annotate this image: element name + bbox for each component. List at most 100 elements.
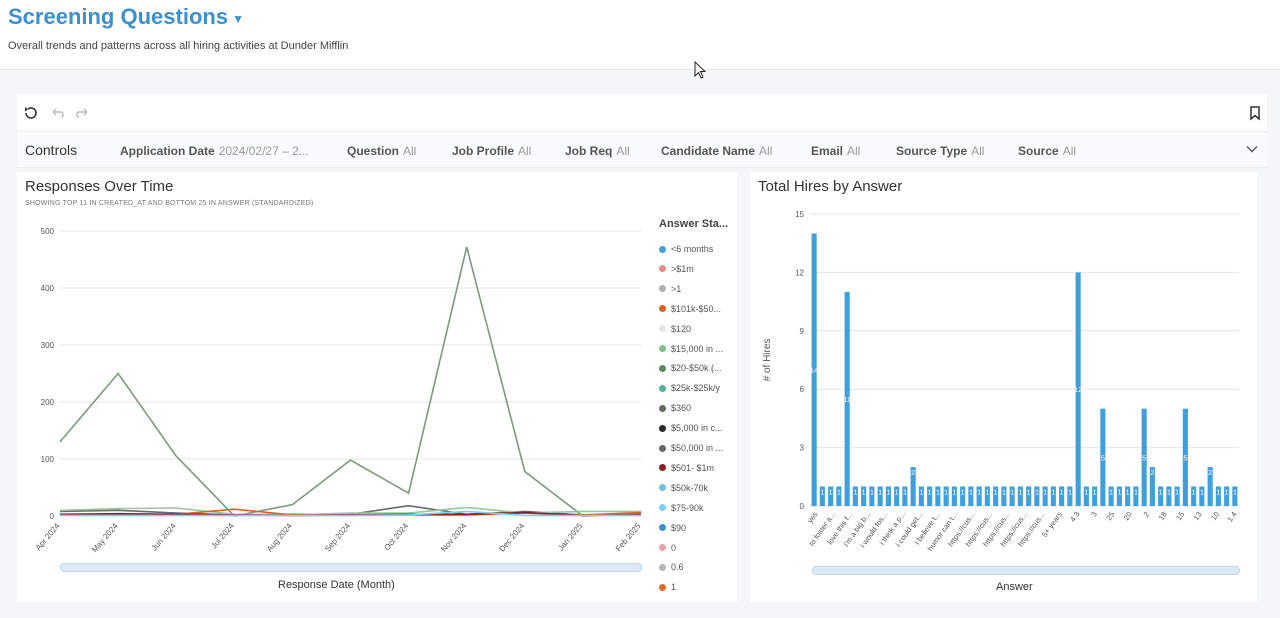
bar[interactable]: [1174, 486, 1180, 507]
legend-item[interactable]: $15,000 in ...: [659, 344, 723, 354]
bar[interactable]: [1116, 486, 1122, 507]
bar[interactable]: [861, 486, 867, 507]
bar[interactable]: [1224, 486, 1230, 507]
bar[interactable]: [1083, 486, 1089, 507]
legend-item[interactable]: $20-$50k (...: [659, 363, 722, 373]
bar[interactable]: [993, 486, 999, 507]
bar[interactable]: [819, 486, 825, 507]
chevron-down-icon[interactable]: [1245, 142, 1259, 156]
page-title[interactable]: Screening Questions ▼: [8, 4, 244, 30]
bar-chart-scrollbar[interactable]: [812, 566, 1240, 575]
filter-source-type[interactable]: Source Type All: [896, 144, 985, 158]
filter-job-req[interactable]: Job Req All: [565, 144, 630, 158]
bar[interactable]: [1050, 486, 1056, 507]
legend-item[interactable]: >$1m: [659, 264, 694, 274]
bar[interactable]: [902, 486, 908, 507]
bar[interactable]: [1149, 467, 1155, 506]
bar[interactable]: [1075, 272, 1081, 506]
bar[interactable]: [1059, 486, 1065, 507]
series-line[interactable]: [59, 246, 642, 517]
legend-item[interactable]: $101k-$50...: [659, 304, 721, 314]
bar[interactable]: [1215, 486, 1221, 507]
filter-candidate-name[interactable]: Candidate Name All: [661, 144, 773, 158]
bar[interactable]: [828, 486, 834, 507]
legend-item[interactable]: $501- $1m: [659, 463, 714, 473]
reset-icon[interactable]: [23, 105, 39, 121]
filter-question[interactable]: Question All: [347, 144, 417, 158]
bar[interactable]: [1034, 486, 1040, 507]
bar[interactable]: [951, 486, 957, 507]
legend-item[interactable]: >1: [659, 284, 681, 294]
bar-data-label: 1: [837, 488, 841, 497]
legend-item[interactable]: 0.6: [659, 562, 684, 572]
legend-item[interactable]: $5,000 in c...: [659, 423, 723, 433]
x-tick-label: Sep 2024: [323, 521, 352, 553]
bar[interactable]: [1067, 486, 1073, 507]
bar[interactable]: [1191, 486, 1197, 507]
bar[interactable]: [1207, 467, 1213, 506]
bar[interactable]: [1158, 486, 1164, 507]
bar[interactable]: [968, 486, 974, 507]
bar[interactable]: [836, 486, 842, 507]
legend-item[interactable]: 0: [659, 543, 676, 553]
bar[interactable]: [1108, 486, 1114, 507]
bar[interactable]: [894, 486, 900, 507]
y-tick-label: 12: [795, 268, 804, 277]
line-chart[interactable]: 0 100 200 300 400 500 Apr 2024 May 2024 Jun 2024…: [17, 172, 657, 602]
filter-source[interactable]: Source All: [1018, 144, 1077, 158]
redo-icon[interactable]: [75, 105, 91, 121]
undo-icon[interactable]: [49, 105, 65, 121]
bar[interactable]: [1166, 486, 1172, 507]
filter-email[interactable]: Email All: [811, 144, 861, 158]
bar[interactable]: [1125, 486, 1131, 507]
filter-application-date[interactable]: Application Date 2024/02/27 – 2...: [120, 144, 309, 158]
series-line[interactable]: [60, 510, 641, 517]
bar[interactable]: [1009, 486, 1015, 507]
bar[interactable]: [943, 486, 949, 507]
filter-job-profile[interactable]: Job Profile All: [452, 144, 532, 158]
legend-dot-icon: [659, 345, 666, 352]
legend-item[interactable]: $360: [659, 403, 691, 413]
bar[interactable]: [1001, 486, 1007, 507]
legend-item[interactable]: $120: [659, 324, 691, 334]
legend-label: $90: [671, 522, 687, 533]
bar[interactable]: [1141, 408, 1147, 506]
bar[interactable]: [1133, 486, 1139, 507]
bar[interactable]: [877, 486, 883, 507]
caret-down-icon[interactable]: ▼: [232, 12, 244, 26]
bar[interactable]: [927, 486, 933, 507]
bar[interactable]: [1100, 408, 1106, 506]
bar[interactable]: [1199, 486, 1205, 507]
bar[interactable]: [844, 291, 850, 506]
bar[interactable]: [1026, 486, 1032, 507]
legend-item[interactable]: <6 months: [659, 244, 713, 254]
bar[interactable]: [852, 486, 858, 507]
bar[interactable]: [976, 486, 982, 507]
legend-item[interactable]: $25k-$25k/y: [659, 383, 720, 393]
bar[interactable]: [811, 233, 817, 507]
bar[interactable]: [918, 486, 924, 507]
page-title-text[interactable]: Screening Questions: [8, 4, 229, 29]
bar[interactable]: [869, 486, 875, 507]
bar-data-label: 1: [936, 488, 940, 497]
bar[interactable]: [1017, 486, 1023, 507]
legend-item[interactable]: $50k-70k: [659, 483, 708, 493]
legend-item[interactable]: $90: [659, 523, 686, 533]
bar[interactable]: [960, 486, 966, 507]
legend-item[interactable]: 1: [659, 582, 676, 592]
bar[interactable]: [1042, 486, 1048, 507]
bar[interactable]: [885, 486, 891, 507]
bar[interactable]: [1092, 486, 1098, 507]
legend-item[interactable]: $75-90k: [659, 503, 704, 513]
bar[interactable]: [984, 486, 990, 507]
series-line[interactable]: [59, 506, 641, 516]
legend-item[interactable]: $50,000 in ...: [659, 443, 723, 453]
bar[interactable]: [910, 467, 916, 506]
bar[interactable]: [1182, 408, 1188, 506]
bookmark-icon[interactable]: [1247, 105, 1263, 121]
bar-data-label: 1: [1117, 488, 1121, 497]
bar[interactable]: [935, 486, 941, 507]
line-chart-scrollbar[interactable]: [60, 563, 642, 572]
bar[interactable]: [1232, 486, 1238, 507]
